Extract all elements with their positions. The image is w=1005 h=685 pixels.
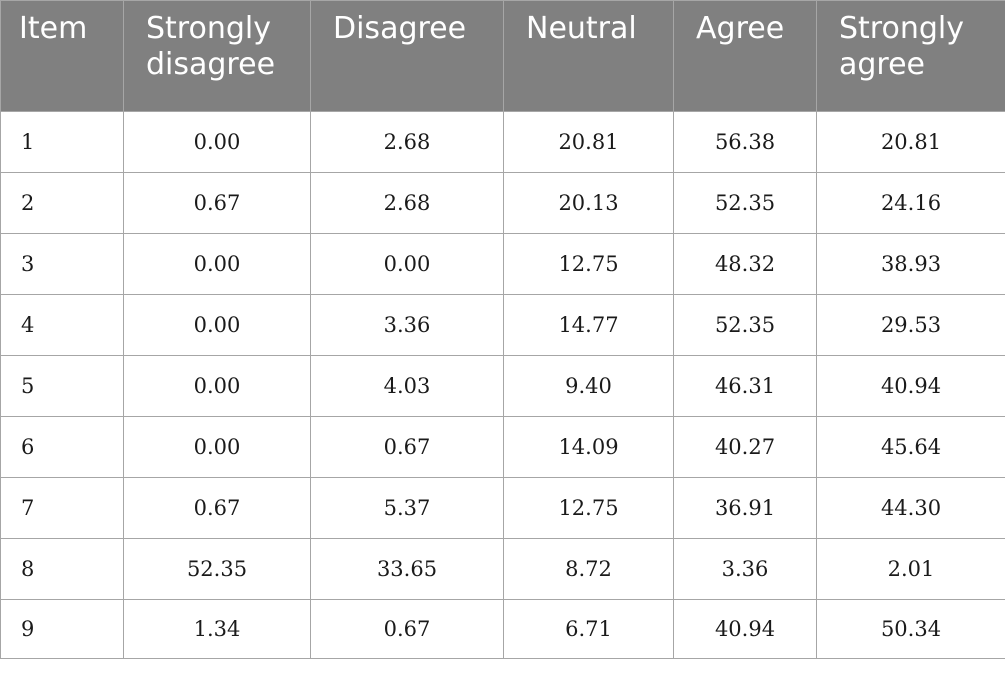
table-row: 9 1.34 0.67 6.71 40.94 50.34 [0,599,1005,659]
cell-agree: 48.32 [673,233,817,295]
cell-strongly-agree: 44.30 [816,477,1005,539]
cell-item: 5 [0,355,124,417]
cell-strongly-disagree: 0.67 [123,477,311,539]
cell-item: 9 [0,599,124,659]
cell-item: 2 [0,172,124,234]
table-row: 5 0.00 4.03 9.40 46.31 40.94 [0,355,1005,417]
header-strongly-disagree: Strongly disagree [123,0,311,112]
cell-item: 1 [0,111,124,173]
cell-agree: 52.35 [673,294,817,356]
cell-neutral: 20.81 [503,111,674,173]
cell-neutral: 12.75 [503,233,674,295]
cell-disagree: 3.36 [310,294,504,356]
cell-strongly-disagree: 0.00 [123,355,311,417]
cell-neutral: 6.71 [503,599,674,659]
cell-strongly-disagree: 0.00 [123,416,311,478]
header-disagree: Disagree [310,0,504,112]
cell-neutral: 9.40 [503,355,674,417]
cell-disagree: 4.03 [310,355,504,417]
cell-agree: 46.31 [673,355,817,417]
table-row: 6 0.00 0.67 14.09 40.27 45.64 [0,416,1005,478]
cell-strongly-agree: 38.93 [816,233,1005,295]
cell-strongly-disagree: 52.35 [123,538,311,600]
cell-strongly-disagree: 1.34 [123,599,311,659]
cell-disagree: 5.37 [310,477,504,539]
cell-agree: 52.35 [673,172,817,234]
cell-strongly-disagree: 0.00 [123,294,311,356]
cell-item: 6 [0,416,124,478]
cell-disagree: 0.67 [310,599,504,659]
header-agree: Agree [673,0,817,112]
cell-item: 3 [0,233,124,295]
cell-agree: 56.38 [673,111,817,173]
cell-strongly-agree: 45.64 [816,416,1005,478]
cell-disagree: 2.68 [310,111,504,173]
cell-strongly-agree: 29.53 [816,294,1005,356]
cell-neutral: 14.09 [503,416,674,478]
table-row: 4 0.00 3.36 14.77 52.35 29.53 [0,294,1005,356]
table-row: 2 0.67 2.68 20.13 52.35 24.16 [0,172,1005,234]
cell-agree: 40.94 [673,599,817,659]
table-row: 7 0.67 5.37 12.75 36.91 44.30 [0,477,1005,539]
cell-strongly-disagree: 0.00 [123,111,311,173]
response-distribution-table: Item Strongly disagree Disagree Neutral … [0,0,1005,659]
cell-neutral: 12.75 [503,477,674,539]
cell-item: 8 [0,538,124,600]
cell-disagree: 0.00 [310,233,504,295]
cell-item: 4 [0,294,124,356]
table-row: 8 52.35 33.65 8.72 3.36 2.01 [0,538,1005,600]
cell-disagree: 2.68 [310,172,504,234]
cell-item: 7 [0,477,124,539]
cell-agree: 40.27 [673,416,817,478]
table-row: 1 0.00 2.68 20.81 56.38 20.81 [0,111,1005,173]
cell-disagree: 33.65 [310,538,504,600]
cell-strongly-agree: 40.94 [816,355,1005,417]
cell-strongly-agree: 2.01 [816,538,1005,600]
cell-agree: 36.91 [673,477,817,539]
cell-agree: 3.36 [673,538,817,600]
header-row: Item Strongly disagree Disagree Neutral … [0,0,1005,112]
cell-neutral: 8.72 [503,538,674,600]
cell-strongly-agree: 24.16 [816,172,1005,234]
cell-neutral: 20.13 [503,172,674,234]
cell-strongly-disagree: 0.00 [123,233,311,295]
cell-neutral: 14.77 [503,294,674,356]
header-neutral: Neutral [503,0,674,112]
cell-strongly-agree: 50.34 [816,599,1005,659]
cell-strongly-agree: 20.81 [816,111,1005,173]
header-item: Item [0,0,124,112]
header-strongly-agree: Strongly agree [816,0,1005,112]
cell-strongly-disagree: 0.67 [123,172,311,234]
table-row: 3 0.00 0.00 12.75 48.32 38.93 [0,233,1005,295]
cell-disagree: 0.67 [310,416,504,478]
